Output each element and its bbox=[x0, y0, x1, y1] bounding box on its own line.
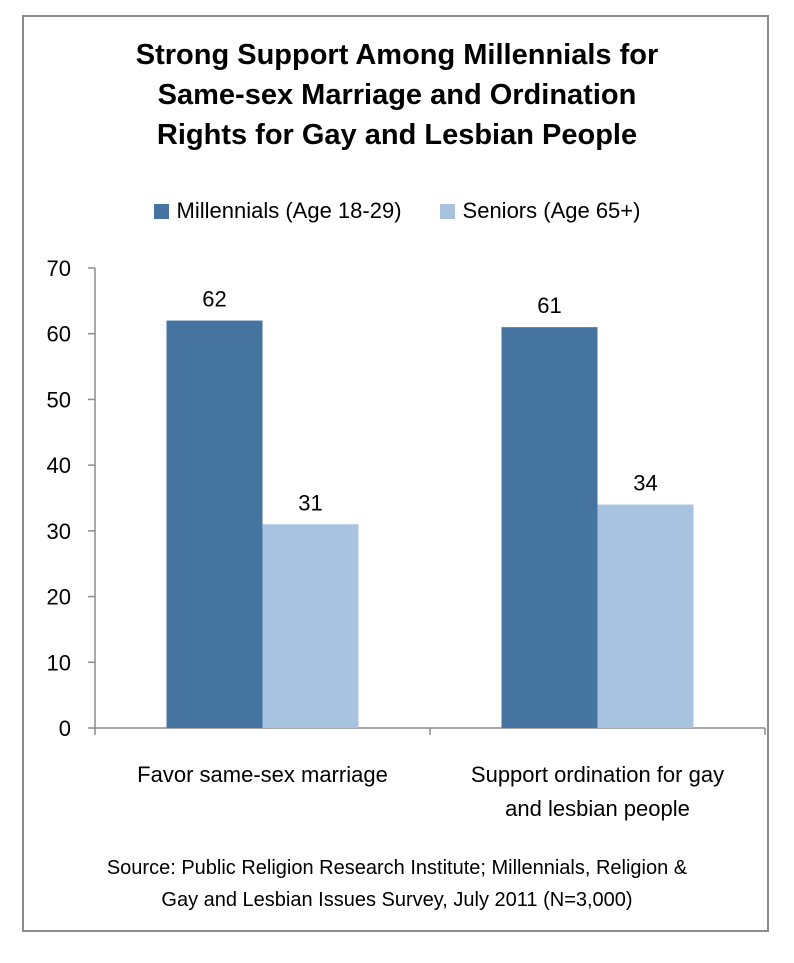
x-category-label: Favor same-sex marriage bbox=[137, 762, 388, 787]
y-tick-label: 60 bbox=[47, 322, 71, 347]
chart-title-line-2: Same-sex Marriage and Ordination bbox=[157, 79, 637, 111]
y-tick-label: 10 bbox=[47, 650, 71, 675]
chart-legend: Millennials (Age 18-29) Seniors (Age 65+… bbox=[0, 195, 794, 227]
chart-source: Source: Public Religion Research Institu… bbox=[0, 852, 794, 916]
legend-label-millennials: Millennials (Age 18-29) bbox=[176, 198, 402, 223]
bar-seniors-1 bbox=[597, 504, 694, 728]
legend-item-seniors: Seniors (Age 65+) bbox=[439, 198, 641, 224]
data-label: 62 bbox=[202, 287, 226, 312]
data-label: 31 bbox=[298, 490, 322, 515]
bar-seniors-0 bbox=[262, 524, 359, 728]
legend-swatch-seniors bbox=[439, 203, 455, 219]
bar-millennials-1 bbox=[501, 327, 598, 728]
y-tick-label: 20 bbox=[47, 585, 71, 610]
y-tick-label: 40 bbox=[47, 453, 71, 478]
source-line-2: Gay and Lesbian Issues Survey, July 2011… bbox=[161, 889, 633, 911]
x-category-label: and lesbian people bbox=[505, 796, 690, 821]
source-line-1: Source: Public Religion Research Institu… bbox=[106, 857, 688, 879]
chart-title-line-3: Rights for Gay and Lesbian People bbox=[156, 119, 638, 151]
chart-title: Strong Support Among Millennials for Sam… bbox=[0, 35, 794, 155]
y-tick-label: 0 bbox=[59, 716, 71, 741]
y-tick-label: 70 bbox=[47, 256, 71, 281]
data-label: 34 bbox=[633, 471, 657, 496]
legend-swatch-millennials bbox=[153, 203, 169, 219]
data-label: 61 bbox=[537, 293, 561, 318]
legend-label-seniors: Seniors (Age 65+) bbox=[462, 198, 641, 223]
legend-item-millennials: Millennials (Age 18-29) bbox=[153, 198, 402, 224]
y-tick-label: 30 bbox=[47, 519, 71, 544]
chart-frame bbox=[22, 15, 769, 932]
y-tick-label: 50 bbox=[47, 387, 71, 412]
bar-millennials-0 bbox=[166, 320, 263, 728]
chart-title-line-1: Strong Support Among Millennials for bbox=[135, 39, 659, 71]
x-category-label: Support ordination for gay bbox=[471, 762, 724, 787]
